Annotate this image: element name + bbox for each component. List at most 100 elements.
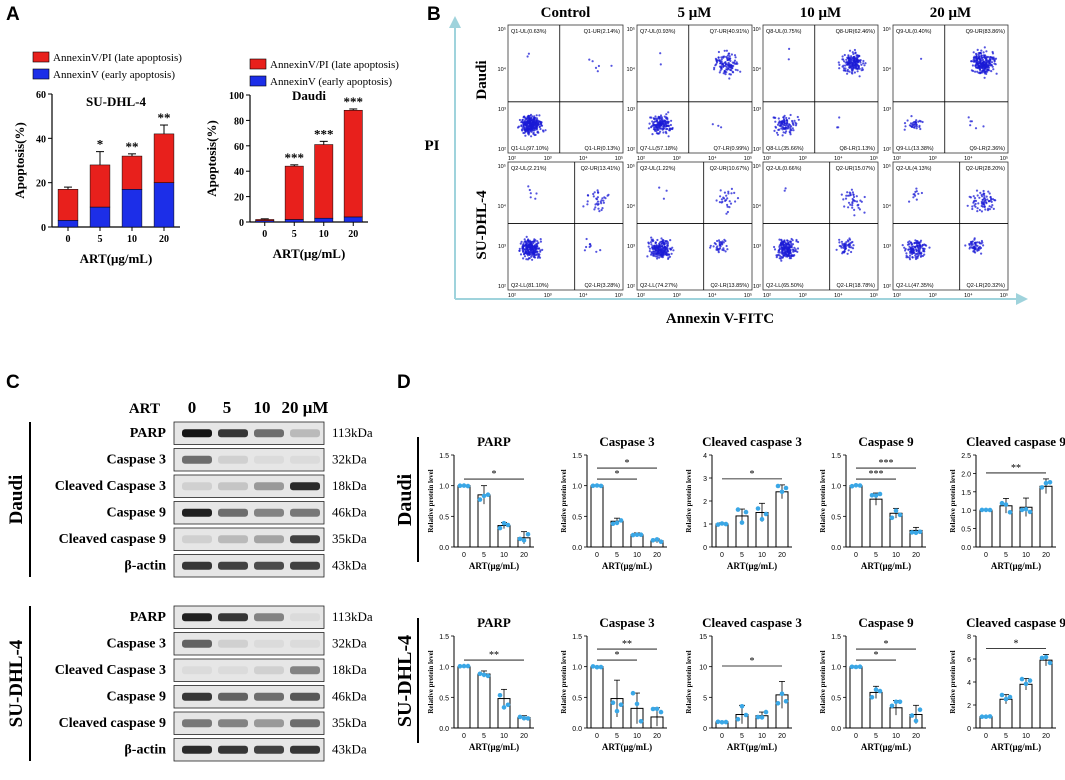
bar-chart-cleaved-caspase-9: Cleaved caspase 9 0 2 4 6 8 Relative protein l… — [949, 615, 1065, 752]
y-tick-label: 0.0 — [831, 726, 841, 733]
replicate-dot — [630, 532, 636, 538]
y-tick-label: 0 — [703, 545, 707, 552]
event-dot — [534, 121, 537, 124]
scatter-plot: Q2-UL(4.13%) Q2-UR(28.20%) Q2-LL(47.35%) Q2… — [883, 161, 1009, 299]
event-dot — [852, 52, 855, 56]
blot-strip — [173, 658, 325, 682]
protein-band — [218, 692, 248, 701]
event-dot — [840, 193, 843, 196]
event-dot — [525, 123, 528, 127]
event-dot — [978, 196, 981, 199]
event-dot — [853, 60, 856, 63]
group-label: SU-DHL-4 — [6, 639, 27, 727]
event-dot — [526, 115, 529, 118]
event-dot — [656, 257, 659, 260]
event-dot — [534, 249, 537, 252]
replicate-dot — [610, 700, 616, 705]
event-dot — [910, 248, 913, 252]
replicate-dot — [1003, 696, 1009, 702]
event-dot — [982, 198, 985, 201]
event-dot — [522, 250, 525, 253]
chart-title: Caspase 3 — [599, 434, 655, 449]
event-dot — [969, 124, 972, 127]
condition-label: Control — [541, 5, 591, 21]
event-dot — [903, 246, 906, 249]
protein-label: Caspase 9 — [106, 690, 166, 705]
replicate-dot — [723, 719, 729, 725]
event-dot — [789, 257, 793, 260]
x-axis-label: ART(μg/mL) — [727, 561, 777, 571]
bar-late — [284, 165, 304, 220]
quadrant-ul: Q1-UL(0.63%) — [511, 29, 547, 35]
legend-swatch-late — [249, 58, 267, 70]
x-tick-label: 20 — [520, 552, 528, 559]
protein-band — [254, 719, 284, 728]
replicate-dot — [654, 706, 660, 712]
event-dot — [840, 246, 843, 249]
event-dot — [588, 58, 591, 61]
event-dot — [987, 190, 990, 193]
event-dot — [724, 62, 728, 65]
event-dot — [971, 64, 975, 67]
replicate-dot — [763, 709, 769, 715]
event-dot — [970, 120, 974, 123]
event-dot — [846, 191, 849, 194]
kda-label: 32kDa — [332, 636, 367, 651]
event-dot — [712, 245, 715, 248]
x-tick-label: 0 — [66, 234, 71, 245]
event-dot — [974, 59, 977, 63]
event-dot — [534, 197, 537, 200]
x-tick-label: 10⁴ — [579, 292, 588, 299]
event-dot — [651, 240, 654, 243]
quadrant-ul: Q2-UL(4.13%) — [896, 166, 932, 172]
x-tick-label: 0 — [984, 733, 988, 740]
x-tick-label: 0 — [984, 552, 988, 559]
replicate-dot — [521, 715, 527, 721]
x-tick-label: 5 — [874, 552, 878, 559]
event-dot — [525, 235, 528, 238]
replicate-dot — [1039, 485, 1045, 490]
event-dot — [734, 56, 737, 59]
replicate-dot — [1003, 502, 1009, 507]
x-tick-label: 10 — [1022, 733, 1030, 740]
event-dot — [990, 197, 993, 200]
event-dot — [671, 246, 674, 249]
event-dot — [976, 207, 979, 210]
y-tick-label: 10⁴ — [883, 203, 892, 210]
replicate-dot — [715, 522, 721, 527]
event-dot — [980, 252, 983, 255]
event-dot — [784, 245, 787, 248]
event-dot — [991, 52, 995, 55]
y-tick-label: 2 — [703, 499, 707, 506]
significance-label: * — [750, 469, 755, 480]
event-dot — [978, 71, 982, 74]
event-dot — [972, 51, 975, 54]
y-tick-label: 0.5 — [572, 695, 582, 702]
event-dot — [853, 200, 857, 203]
event-dot — [730, 64, 733, 67]
y-tick-label: 10⁵ — [498, 163, 506, 170]
event-dot — [789, 133, 792, 136]
event-dot — [522, 131, 525, 135]
event-dot — [666, 127, 669, 131]
x-tick-label: 20 — [653, 552, 661, 559]
event-dot — [658, 256, 661, 259]
event-dot — [519, 242, 522, 245]
chart-title: Cleaved caspase 3 — [702, 615, 802, 630]
quadrant-ll: Q2-LL(81.10%) — [511, 283, 549, 289]
protein-label: PARP — [130, 426, 167, 441]
blot-strip — [173, 738, 325, 762]
event-dot — [851, 61, 854, 64]
quadrant-ur: Q2-UR(15.07%) — [836, 166, 876, 172]
event-dot — [523, 255, 527, 258]
event-dot — [989, 195, 992, 199]
quadrant-lr: Q8-LR(1.13%) — [840, 146, 876, 152]
quadrant-ll: Q2-LL(74.27%) — [640, 283, 678, 289]
y-tick-label: 4 — [703, 453, 707, 460]
event-dot — [972, 246, 976, 249]
event-dot — [527, 238, 530, 241]
event-dot — [975, 55, 978, 58]
event-dot — [980, 56, 983, 59]
event-dot — [980, 54, 983, 57]
quadrant-ll: Q1-LL(97.10%) — [511, 146, 549, 152]
